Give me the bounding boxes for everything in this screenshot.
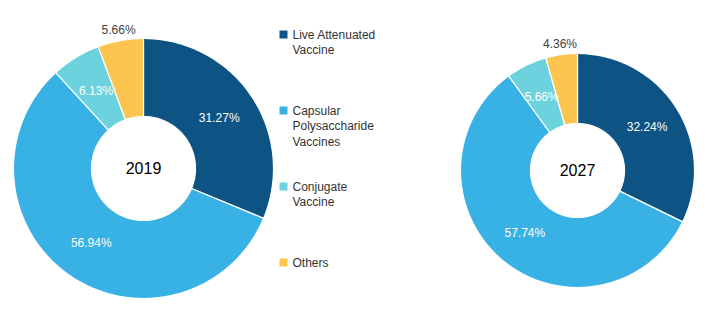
svg-text:ConjugateVaccine: ConjugateVaccine — [293, 180, 348, 210]
svg-text:2019: 2019 — [126, 160, 162, 177]
svg-text:4.36%: 4.36% — [543, 37, 577, 51]
svg-text:CapsularPolysaccharideVaccines: CapsularPolysaccharideVaccines — [293, 104, 375, 149]
svg-text:Others: Others — [293, 256, 329, 270]
svg-text:2027: 2027 — [560, 162, 596, 179]
svg-text:5.66%: 5.66% — [102, 23, 136, 37]
svg-text:6.13%: 6.13% — [79, 84, 113, 98]
svg-text:5.66%: 5.66% — [525, 90, 559, 104]
svg-text:31.27%: 31.27% — [199, 111, 240, 125]
svg-text:Live AttenuatedVaccine: Live AttenuatedVaccine — [293, 28, 376, 58]
svg-text:32.24%: 32.24% — [627, 120, 668, 134]
svg-text:56.94%: 56.94% — [71, 236, 112, 250]
svg-text:57.74%: 57.74% — [504, 226, 545, 240]
